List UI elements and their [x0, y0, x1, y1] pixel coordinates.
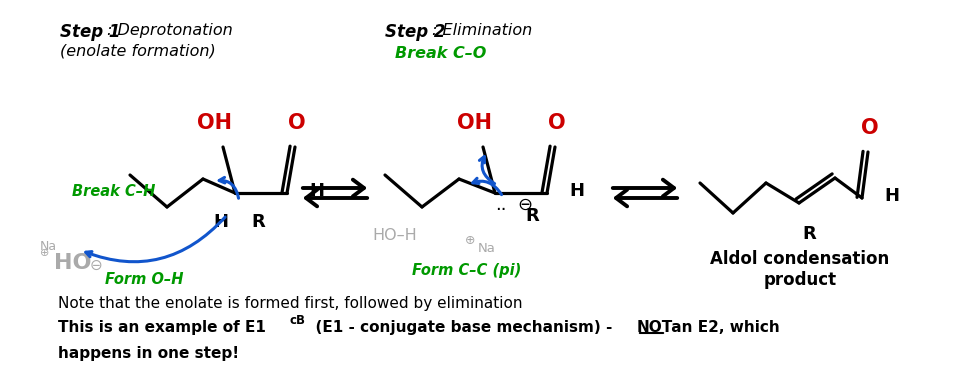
Text: O: O — [288, 113, 306, 133]
Text: Break C–H: Break C–H — [72, 185, 156, 199]
Text: ⊕: ⊕ — [464, 234, 475, 246]
Text: R: R — [525, 207, 538, 225]
Text: R: R — [251, 213, 264, 231]
Text: Form C–C (pi): Form C–C (pi) — [411, 263, 521, 277]
Text: H: H — [308, 182, 324, 200]
Text: : Elimination: : Elimination — [431, 23, 531, 38]
Text: an E2, which: an E2, which — [665, 320, 779, 335]
Text: Form O–H: Form O–H — [105, 272, 184, 288]
Text: H: H — [568, 182, 583, 200]
Text: Note that the enolate is formed first, followed by elimination: Note that the enolate is formed first, f… — [58, 296, 522, 311]
Text: OH: OH — [457, 113, 492, 133]
Text: Na: Na — [478, 241, 495, 255]
Text: Step 1: Step 1 — [60, 23, 120, 41]
Text: ⊖: ⊖ — [516, 196, 531, 214]
Text: H: H — [883, 187, 899, 205]
Text: cB: cB — [289, 314, 306, 327]
Text: This is an example of E1: This is an example of E1 — [58, 320, 265, 335]
Text: HO: HO — [54, 253, 91, 273]
Text: (enolate formation): (enolate formation) — [60, 43, 215, 58]
Text: R: R — [801, 225, 815, 243]
Text: OH: OH — [197, 113, 233, 133]
Text: ⊖: ⊖ — [90, 258, 103, 272]
Text: ⋅⋅: ⋅⋅ — [495, 201, 506, 219]
Text: O: O — [860, 118, 878, 138]
Text: happens in one step!: happens in one step! — [58, 346, 239, 361]
Text: O: O — [548, 113, 565, 133]
Text: : Deprotonation: : Deprotonation — [107, 23, 233, 38]
Text: ⊕: ⊕ — [40, 248, 49, 258]
Text: (E1 - conjugate base mechanism) -: (E1 - conjugate base mechanism) - — [305, 320, 617, 335]
Text: Step 2: Step 2 — [384, 23, 445, 41]
Text: NOT: NOT — [636, 320, 673, 335]
Text: Aldol condensation
product: Aldol condensation product — [709, 250, 889, 289]
Text: HO–H: HO–H — [372, 227, 416, 242]
Text: Break C–O: Break C–O — [395, 46, 486, 61]
Text: H: H — [213, 213, 229, 231]
Text: Na: Na — [40, 239, 57, 253]
